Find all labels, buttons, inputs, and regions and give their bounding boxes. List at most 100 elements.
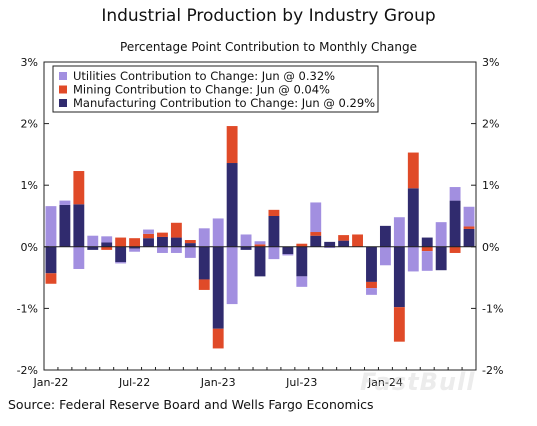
bar-utilities-3 [87, 235, 99, 247]
bar-manufacturing-25 [393, 246, 405, 308]
ytick-left-label: -2% [17, 364, 38, 377]
bar-mining-5 [115, 237, 127, 247]
bar-manufacturing-9 [170, 237, 182, 247]
bar-utilities-13 [226, 246, 238, 305]
bar-manufacturing-26 [407, 188, 419, 247]
bar-utilities-1 [59, 200, 71, 205]
bar-manufacturing-24 [379, 225, 391, 247]
bar-manufacturing-15 [254, 246, 266, 277]
bar-mining-19 [310, 232, 322, 236]
xtick-label: Jul-23 [285, 376, 317, 389]
bar-mining-16 [268, 209, 280, 216]
bar-mining-10 [184, 240, 196, 244]
ytick-left-label: 0% [21, 241, 38, 254]
legend-label: Manufacturing Contribution to Change: Ju… [73, 96, 375, 110]
bar-utilities-18 [296, 276, 308, 287]
bar-utilities-12 [212, 218, 224, 247]
xtick-label: Jan-22 [33, 376, 69, 389]
bar-manufacturing-10 [184, 243, 196, 247]
ytick-right-label: 3% [482, 56, 499, 69]
bar-mining-26 [407, 152, 419, 189]
bar-manufacturing-23 [366, 246, 377, 282]
bar-manufacturing-27 [421, 237, 433, 247]
bar-utilities-9 [170, 246, 182, 253]
bar-manufacturing-6 [129, 246, 141, 249]
bar-utilities-28 [435, 222, 447, 247]
bar-utilities-15 [254, 241, 266, 245]
bar-manufacturing-18 [296, 246, 308, 277]
bar-utilities-11 [198, 228, 210, 247]
bar-mining-12 [212, 328, 224, 349]
bar-manufacturing-0 [45, 246, 57, 274]
bar-mining-11 [198, 279, 210, 290]
bar-manufacturing-12 [212, 246, 224, 329]
bar-mining-4 [101, 246, 113, 250]
watermark-logo: FastBull [360, 368, 476, 396]
legend-swatch [59, 85, 67, 94]
ytick-right-label: -1% [482, 302, 503, 315]
xtick-label: Jan-23 [200, 376, 236, 389]
bar-manufacturing-19 [310, 235, 322, 247]
ytick-right-label: -2% [482, 364, 503, 377]
bar-utilities-19 [310, 202, 322, 233]
bar-manufacturing-20 [324, 241, 336, 247]
bar-manufacturing-5 [115, 246, 127, 263]
bar-mining-6 [129, 238, 141, 247]
bar-mining-7 [143, 233, 154, 239]
bar-utilities-16 [268, 246, 280, 260]
bar-manufacturing-16 [268, 216, 280, 247]
bar-mining-22 [352, 234, 363, 247]
bar-utilities-7 [143, 229, 154, 234]
bar-utilities-27 [421, 251, 433, 271]
ytick-right-label: 2% [482, 118, 499, 131]
bar-manufacturing-29 [449, 200, 461, 247]
bar-manufacturing-30 [463, 228, 475, 247]
bar-utilities-25 [393, 217, 405, 247]
ytick-right-label: 0% [482, 241, 499, 254]
chart-subtitle: Percentage Point Contribution to Monthly… [120, 40, 417, 54]
ytick-left-label: 2% [21, 118, 38, 131]
bar-manufacturing-2 [73, 204, 85, 247]
bar-utilities-20 [324, 246, 336, 249]
bar-mining-9 [170, 222, 182, 238]
bar-mining-13 [226, 126, 238, 164]
legend: Utilities Contribution to Change: Jun @ … [52, 65, 379, 113]
bar-mining-21 [338, 235, 350, 241]
bar-mining-30 [463, 226, 475, 229]
bar-utilities-30 [463, 206, 475, 227]
bar-mining-23 [366, 281, 377, 289]
bar-mining-0 [45, 273, 57, 284]
bar-manufacturing-11 [198, 246, 210, 280]
bar-utilities-0 [45, 206, 57, 247]
bar-manufacturing-4 [101, 242, 113, 247]
bar-utilities-17 [282, 254, 294, 256]
bar-manufacturing-21 [338, 240, 350, 247]
legend-label: Utilities Contribution to Change: Jun @ … [73, 69, 335, 83]
bar-utilities-24 [379, 246, 391, 266]
plot-frame [43, 61, 477, 371]
chart-title: Industrial Production by Industry Group [101, 6, 436, 26]
bar-utilities-8 [157, 246, 168, 253]
bar-mining-25 [393, 307, 405, 342]
xtick-label: Jul-22 [118, 376, 150, 389]
bar-mining-2 [73, 171, 85, 205]
bar-utilities-10 [184, 246, 196, 258]
ytick-left-label: 3% [21, 56, 38, 69]
bar-manufacturing-8 [157, 236, 168, 247]
legend-swatch [59, 99, 67, 107]
bar-utilities-29 [449, 187, 461, 201]
legend-label: Mining Contribution to Change: Jun @ 0.0… [73, 83, 330, 97]
bar-manufacturing-14 [240, 246, 252, 250]
bar-manufacturing-28 [435, 246, 447, 271]
legend-box [52, 65, 379, 113]
bar-manufacturing-7 [143, 238, 154, 247]
ytick-left-label: 1% [21, 179, 38, 192]
bar-mining-18 [296, 243, 308, 247]
xtick-label: Jan-24 [367, 376, 403, 389]
bar-mining-27 [421, 246, 433, 252]
legend-swatch [59, 72, 67, 80]
bar-manufacturing-17 [282, 246, 294, 255]
bar-utilities-6 [129, 248, 141, 252]
bar-utilities-5 [115, 262, 127, 264]
